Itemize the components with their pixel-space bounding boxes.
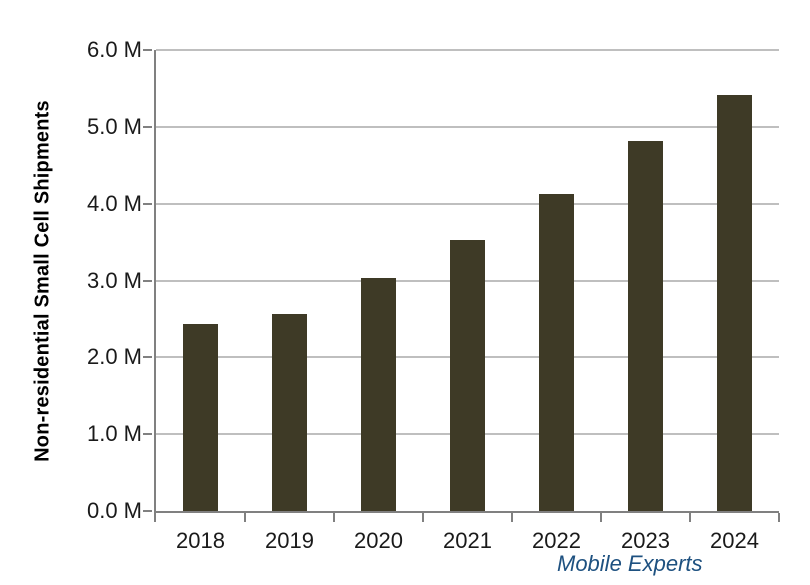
- y-axis-tick: [143, 49, 152, 51]
- bar-2022: [539, 194, 574, 511]
- source-label: Mobile Experts: [557, 551, 703, 576]
- y-tick-label-3m: 3.0 M: [86, 267, 142, 293]
- bar-2019: [272, 314, 307, 511]
- x-tick-label-2021: 2021: [443, 528, 492, 553]
- bar-2021: [450, 239, 485, 511]
- y-tick-label-0m: 0.0 M: [86, 498, 142, 523]
- x-tick-label-2020: 2020: [354, 528, 403, 553]
- y-tick-label-5m: 5.0 M: [86, 113, 142, 139]
- y-tick-label-1m: 1.0 M: [86, 421, 142, 447]
- y-axis-tick: [143, 279, 152, 282]
- x-tick-label-2023: 2023: [621, 528, 670, 553]
- x-tick-label-2018: 2018: [176, 528, 225, 553]
- x-axis-tick: [689, 513, 691, 522]
- x-axis-tick: [333, 513, 335, 522]
- y-axis-tick: [143, 356, 152, 359]
- bar-2024: [717, 94, 752, 511]
- gridline-4m: [156, 202, 779, 205]
- x-axis-tick: [600, 513, 602, 522]
- x-axis-tick: [244, 513, 246, 522]
- x-axis-tick: [778, 513, 780, 522]
- x-axis-tick: [422, 513, 424, 522]
- y-axis-tick: [143, 125, 152, 128]
- y-axis-title: Non-residential Small Cell Shipments: [31, 100, 54, 462]
- gridline-6m: [156, 49, 779, 51]
- x-tick-label-2022: 2022: [532, 528, 581, 553]
- bar-2020: [361, 278, 396, 511]
- x-tick-label-2024: 2024: [710, 528, 759, 553]
- y-tick-label-6m: 6.0 M: [86, 37, 142, 62]
- plot-area: 0.0 M 1.0 M 2.0 M 3.0 M 4.0 M 5.0 M 6.0 M 2018 2…: [87, 37, 780, 553]
- y-axis-tick: [143, 433, 152, 436]
- x-tick-label-2019: 2019: [265, 528, 314, 553]
- y-tick-label-4m: 4.0 M: [86, 190, 142, 216]
- bar-2018: [183, 324, 218, 511]
- y-tick-label-2m: 2.0 M: [86, 344, 142, 370]
- y-axis-tick: [143, 510, 152, 512]
- bar-2023: [628, 140, 663, 511]
- x-axis-tick: [154, 513, 156, 522]
- gridline-5m: [156, 125, 779, 128]
- y-axis-tick: [143, 202, 152, 205]
- x-axis-tick: [511, 513, 513, 522]
